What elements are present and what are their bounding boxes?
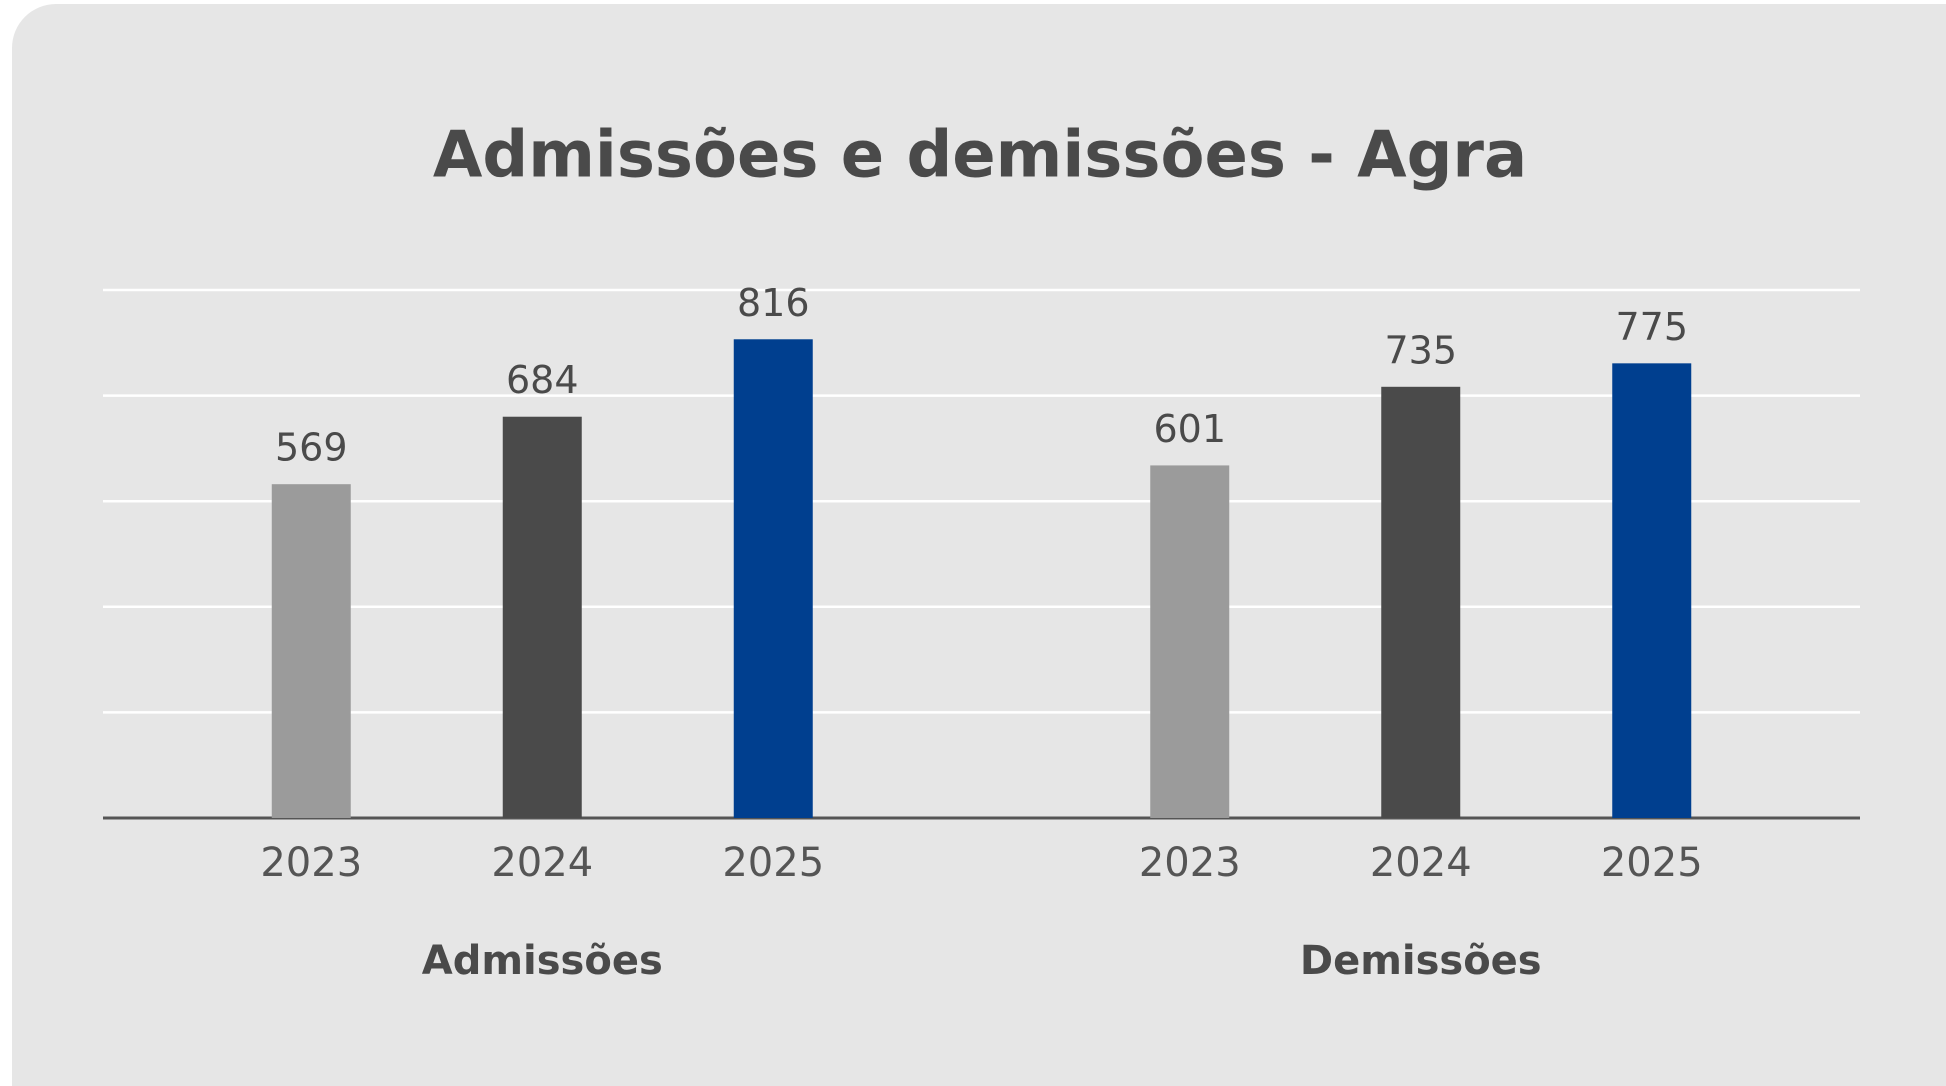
x-tick-label: 2023 <box>1139 840 1241 886</box>
bar <box>733 339 813 818</box>
value-label: 816 <box>737 281 810 325</box>
chart-title: Admissões e demissões - Agra <box>433 119 1527 193</box>
value-label: 735 <box>1384 328 1457 372</box>
value-label: 684 <box>506 358 579 402</box>
x-tick-label: 2024 <box>491 840 593 886</box>
bar <box>1612 363 1692 818</box>
x-tick-label: 2025 <box>722 840 824 886</box>
bar <box>1381 386 1461 818</box>
group-label: Demissões <box>1300 938 1542 984</box>
bar <box>271 484 351 818</box>
bar <box>1150 465 1230 818</box>
bar <box>502 416 582 818</box>
group-label: Admissões <box>422 938 663 984</box>
card <box>12 4 1946 1086</box>
x-tick-label: 2024 <box>1370 840 1472 886</box>
x-tick-label: 2025 <box>1601 840 1703 886</box>
x-tick-label: 2023 <box>260 840 362 886</box>
value-label: 569 <box>275 426 348 470</box>
value-label: 601 <box>1153 407 1226 451</box>
value-label: 775 <box>1615 305 1688 349</box>
